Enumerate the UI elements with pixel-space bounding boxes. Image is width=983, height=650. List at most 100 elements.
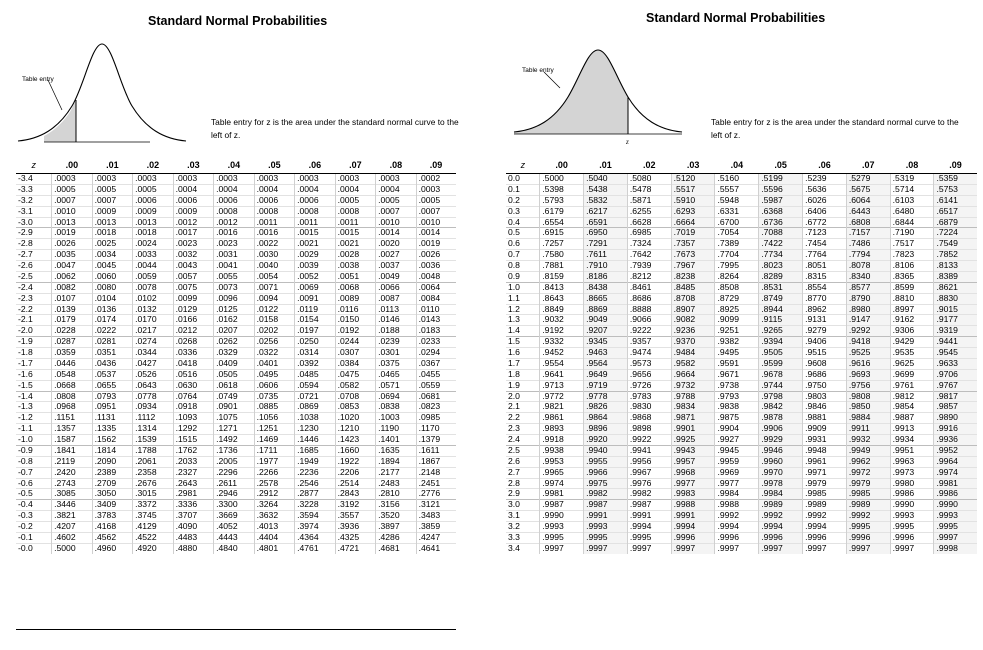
table-row: 0.7.7580.7611.7642.7673.7704.7734.7764.7… bbox=[506, 249, 977, 261]
probability-cell: .2546 bbox=[294, 477, 336, 489]
probability-cell: .9991 bbox=[583, 510, 628, 522]
probability-cell: .9772 bbox=[539, 390, 584, 402]
probability-cell: .0045 bbox=[91, 260, 133, 272]
probability-cell: .1539 bbox=[132, 434, 174, 446]
column-header: .06 bbox=[802, 157, 847, 174]
table-row: 0.6.7257.7291.7324.7357.7389.7422.7454.7… bbox=[506, 238, 977, 250]
probability-cell: .9861 bbox=[539, 412, 584, 424]
z-value-cell: -2.7 bbox=[16, 249, 52, 261]
probability-cell: .9990 bbox=[933, 499, 977, 511]
probability-cell: .6554 bbox=[539, 216, 584, 228]
probability-cell: .9946 bbox=[758, 444, 803, 457]
probability-cell: .8665 bbox=[583, 292, 628, 304]
probability-cell: .9918 bbox=[539, 434, 584, 446]
probability-cell: .2946 bbox=[213, 488, 255, 500]
probability-cell: .0003 bbox=[375, 173, 417, 185]
probability-cell: .9913 bbox=[889, 423, 934, 435]
probability-cell: .1314 bbox=[132, 423, 174, 435]
table-row: -0.5.3085.3050.3015.2981.2946.2912.2877.… bbox=[16, 488, 456, 500]
probability-cell: .0041 bbox=[213, 260, 255, 272]
probability-cell: .0026 bbox=[51, 238, 93, 250]
z-value-cell: -0.7 bbox=[16, 466, 52, 478]
probability-cell: .7642 bbox=[626, 249, 672, 261]
probability-cell: .0003 bbox=[334, 173, 376, 185]
probability-cell: .9943 bbox=[670, 444, 715, 457]
table-row: -2.0.0228.0222.0217.0212.0207.0202.0197.… bbox=[16, 325, 456, 337]
z-value-cell: -0.9 bbox=[16, 444, 52, 457]
probability-cell: .9911 bbox=[845, 423, 891, 435]
shaded-left-tail bbox=[44, 100, 76, 142]
probability-cell: .8849 bbox=[539, 303, 584, 315]
column-header: .02 bbox=[627, 157, 672, 174]
normal-curve-diagram: Table entry z bbox=[513, 49, 683, 146]
probability-cell: .0485 bbox=[294, 368, 336, 381]
probability-cell: .6103 bbox=[889, 194, 934, 207]
probability-cell: .0322 bbox=[253, 347, 295, 359]
probability-cell: .9896 bbox=[583, 423, 628, 435]
probability-cell: .1379 bbox=[415, 434, 456, 446]
probability-cell: .1003 bbox=[375, 412, 417, 424]
probability-cell: .0031 bbox=[213, 249, 255, 261]
probability-cell: .0401 bbox=[253, 357, 295, 370]
probability-cell: .8749 bbox=[758, 292, 803, 304]
bell-curve bbox=[513, 49, 683, 133]
probability-cell: .9994 bbox=[758, 521, 803, 533]
probability-cell: .4801 bbox=[253, 542, 295, 554]
probability-cell: .0233 bbox=[415, 336, 456, 348]
probability-cell: .6772 bbox=[802, 216, 847, 228]
probability-cell: .4443 bbox=[213, 531, 255, 544]
probability-cell: .1867 bbox=[415, 455, 456, 468]
probability-cell: .8708 bbox=[670, 292, 715, 304]
probability-cell: .0069 bbox=[294, 281, 336, 294]
probability-cell: .8508 bbox=[714, 281, 759, 294]
z-value-cell: 2.8 bbox=[506, 477, 540, 489]
column-header: .05 bbox=[758, 157, 803, 174]
probability-cell: .8925 bbox=[714, 303, 759, 315]
table-row: 1.8.9641.9649.9656.9664.9671.9678.9686.9… bbox=[506, 368, 977, 381]
column-header: .00 bbox=[51, 157, 93, 174]
probability-cell: .0011 bbox=[294, 216, 336, 228]
probability-cell: .9279 bbox=[802, 325, 847, 337]
z-value-cell: -0.3 bbox=[16, 510, 52, 522]
z-value-cell: -1.4 bbox=[16, 390, 52, 402]
probability-cell: .9207 bbox=[583, 325, 628, 337]
probability-cell: .6406 bbox=[802, 205, 847, 217]
probability-cell: .1762 bbox=[172, 444, 214, 457]
table-row: 1.9.9713.9719.9726.9732.9738.9744.9750.9… bbox=[506, 379, 977, 391]
probability-cell: .0003 bbox=[213, 173, 255, 185]
probability-cell: .7967 bbox=[670, 260, 715, 272]
column-header: .01 bbox=[92, 157, 133, 174]
probability-cell: .3121 bbox=[415, 499, 456, 511]
probability-cell: .0003 bbox=[132, 173, 174, 185]
probability-cell: .9625 bbox=[889, 357, 934, 370]
probability-cell: .1075 bbox=[213, 412, 255, 424]
probability-cell: .1151 bbox=[51, 412, 93, 424]
probability-cell: .9948 bbox=[802, 444, 847, 457]
probability-cell: .9963 bbox=[889, 455, 934, 468]
table-entry-label: Table entry bbox=[522, 67, 555, 74]
probability-cell: .0005 bbox=[375, 194, 417, 207]
z-column-header: z bbox=[16, 157, 52, 174]
probability-cell: .9941 bbox=[626, 444, 672, 457]
probability-cell: .9726 bbox=[626, 379, 672, 391]
probability-cell: .0013 bbox=[132, 216, 174, 228]
z-value-cell: 0.5 bbox=[506, 227, 540, 239]
probability-cell: .4129 bbox=[132, 521, 174, 533]
probability-cell: .9959 bbox=[714, 455, 759, 468]
probability-cell: .0006 bbox=[132, 194, 174, 207]
probability-cell: .9940 bbox=[583, 444, 628, 457]
probability-cell: .5714 bbox=[889, 183, 934, 196]
probability-cell: .5987 bbox=[758, 194, 803, 207]
probability-cell: .9981 bbox=[539, 488, 584, 500]
probability-cell: .9744 bbox=[758, 379, 803, 391]
probability-cell: .9778 bbox=[583, 390, 628, 402]
positive-z-panel: Standard Normal Probabilities Table entr… bbox=[496, 0, 983, 650]
probability-cell: .0668 bbox=[51, 379, 93, 391]
probability-cell: .0808 bbox=[51, 390, 93, 402]
probability-cell: .0008 bbox=[294, 205, 336, 217]
probability-cell: .0035 bbox=[51, 249, 93, 261]
probability-cell: .2578 bbox=[253, 477, 295, 489]
probability-cell: .0655 bbox=[91, 379, 133, 391]
probability-cell: .9671 bbox=[714, 368, 759, 381]
probability-cell: .0162 bbox=[213, 314, 255, 326]
